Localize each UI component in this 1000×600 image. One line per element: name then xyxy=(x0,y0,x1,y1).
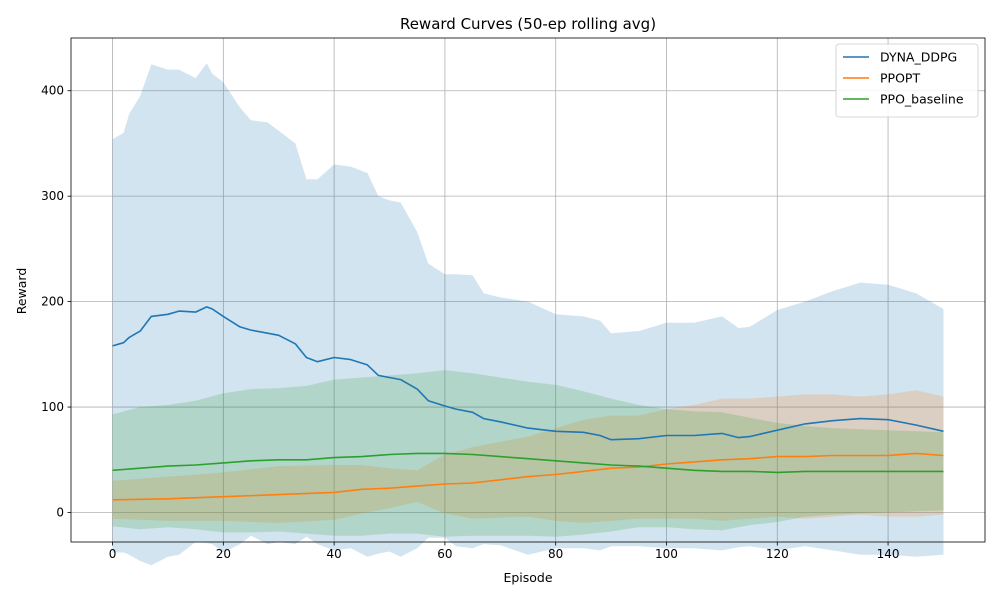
y-tick-label: 400 xyxy=(41,84,64,98)
x-tick-label: 40 xyxy=(326,547,341,561)
x-tick-label: 140 xyxy=(877,547,900,561)
x-tick-label: 60 xyxy=(437,547,452,561)
x-tick-label: 80 xyxy=(548,547,563,561)
ppo-baseline-band xyxy=(112,370,944,537)
y-tick-label: 0 xyxy=(56,505,64,519)
ppopt-band xyxy=(112,390,944,523)
axis-ticks: 0 20 40 60 80 100 120 140 0 100 200 300 400 xyxy=(41,84,899,561)
legend-label: DYNA_DDPG xyxy=(880,50,957,65)
y-tick-label: 300 xyxy=(41,189,64,203)
confidence-bands xyxy=(112,63,944,566)
chart-title: Reward Curves (50-ep rolling avg) xyxy=(400,15,656,33)
ppo-baseline-line xyxy=(112,452,944,474)
y-tick-label: 100 xyxy=(41,400,64,414)
y-axis-label: Reward xyxy=(14,268,29,315)
legend-label: PPO_baseline xyxy=(880,92,964,107)
x-axis-label: Episode xyxy=(503,570,552,585)
x-tick-label: 120 xyxy=(766,547,789,561)
legend-box xyxy=(835,43,979,118)
legend: DYNA_DDPG PPOPT PPO_baseline xyxy=(835,43,979,118)
ppopt-line xyxy=(112,452,944,501)
grid xyxy=(71,38,985,542)
series-lines xyxy=(112,306,944,501)
dyna-ddpg-band xyxy=(112,63,944,566)
x-tick-label: 0 xyxy=(109,547,117,561)
y-tick-label: 200 xyxy=(41,295,64,309)
x-tick-label: 20 xyxy=(216,547,231,561)
plot-frame xyxy=(70,37,986,543)
dyna-ddpg-line xyxy=(112,306,944,441)
legend-label: PPOPT xyxy=(880,71,920,86)
x-tick-label: 100 xyxy=(655,547,678,561)
